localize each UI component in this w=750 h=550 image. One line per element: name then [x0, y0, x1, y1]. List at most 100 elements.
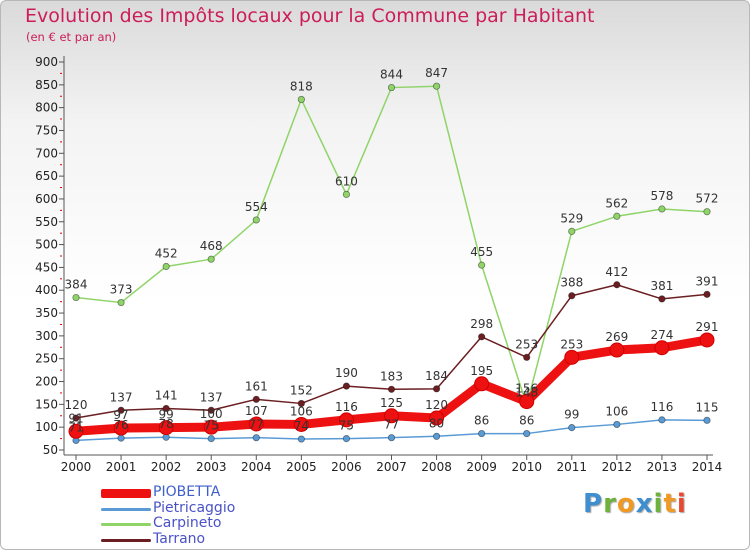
data-point-carpineto — [387, 83, 396, 92]
data-label-pietricaggio: 106 — [605, 404, 628, 418]
data-label-carpineto: 452 — [155, 246, 178, 260]
data-label-pietricaggio: 71 — [68, 420, 83, 434]
x-tick-label: 2003 — [196, 460, 227, 474]
data-point-tarrano — [207, 406, 215, 414]
data-label-tarrano: 184 — [425, 369, 448, 383]
data-point-pietricaggio — [568, 424, 576, 432]
x-tick-label: 2008 — [421, 460, 452, 474]
data-label-piobetta: 156 — [515, 382, 538, 396]
data-label-carpineto: 572 — [696, 192, 719, 206]
logo-letter: r — [603, 489, 617, 519]
y-tick-label: 450 — [35, 260, 58, 274]
data-label-pietricaggio: 75 — [339, 419, 354, 433]
data-label-carpineto: 818 — [290, 79, 313, 93]
legend-swatch — [101, 489, 151, 498]
legend-label: PIOBETTA — [153, 484, 221, 500]
y-tick-label: 600 — [35, 192, 58, 206]
data-point-carpineto — [703, 208, 711, 216]
data-label-pietricaggio: 74 — [294, 419, 309, 433]
data-point-piobetta — [384, 408, 399, 424]
data-label-piobetta: 91 — [68, 411, 83, 425]
y-tick-label: 150 — [35, 397, 58, 411]
data-label-tarrano: 381 — [650, 279, 673, 293]
data-point-tarrano — [342, 382, 351, 390]
legend-label: Tarrano — [153, 530, 206, 547]
x-tick-label: 2010 — [511, 460, 542, 474]
data-label-carpineto: 529 — [560, 211, 583, 225]
data-label-piobetta: 253 — [560, 337, 583, 351]
legend-swatch — [101, 538, 151, 542]
data-point-tarrano — [297, 399, 305, 408]
data-point-carpineto — [658, 205, 666, 213]
data-label-pietricaggio: 77 — [249, 418, 264, 432]
y-tick-label: 800 — [35, 101, 58, 115]
data-point-pietricaggio — [432, 432, 441, 440]
y-tick-label: 750 — [35, 123, 58, 137]
logo-letter: i — [653, 489, 664, 519]
data-point-piobetta — [699, 332, 715, 348]
data-label-tarrano: 137 — [110, 390, 133, 404]
logo-letter: t — [663, 489, 677, 519]
data-label-carpineto: 384 — [65, 278, 88, 292]
data-point-piobetta — [293, 416, 309, 432]
data-point-piobetta — [429, 410, 445, 426]
data-point-piobetta — [338, 412, 354, 428]
data-point-pietricaggio — [523, 429, 531, 438]
y-tick-label: 550 — [35, 215, 58, 229]
x-tick-label: 2006 — [331, 460, 362, 474]
data-point-piobetta — [519, 394, 535, 410]
data-point-piobetta — [158, 420, 174, 436]
data-point-piobetta — [474, 376, 490, 392]
x-tick-label: 2005 — [286, 460, 317, 474]
data-label-pietricaggio: 78 — [159, 417, 174, 431]
logo-letter: x — [635, 489, 654, 519]
data-point-pietricaggio — [117, 434, 125, 442]
data-label-carpineto: 562 — [605, 196, 628, 210]
data-label-carpineto: 455 — [470, 245, 493, 259]
legend-swatch — [101, 523, 151, 526]
y-tick-label: 650 — [35, 169, 58, 183]
data-point-piobetta — [68, 423, 84, 439]
data-label-piobetta: 99 — [159, 408, 174, 422]
chart-subtitle: (en € et par an) — [26, 30, 117, 44]
data-point-pietricaggio — [478, 429, 486, 438]
data-point-carpineto — [297, 95, 305, 104]
data-label-tarrano: 137 — [200, 390, 223, 404]
data-point-tarrano — [117, 406, 125, 414]
data-label-tarrano: 152 — [290, 383, 313, 397]
data-point-piobetta — [248, 416, 264, 432]
data-label-pietricaggio: 75 — [204, 419, 219, 433]
data-point-carpineto — [117, 298, 125, 307]
data-label-pietricaggio: 99 — [564, 408, 579, 422]
data-point-tarrano — [613, 281, 621, 289]
data-labels-layer: 384 373 452 468 554 818 610 844 847 455 148 529 562 5… — [65, 66, 719, 434]
x-tick-label: 2007 — [376, 460, 407, 474]
data-point-piobetta — [654, 340, 670, 356]
data-label-carpineto: 373 — [110, 283, 133, 297]
x-tick-label: 2012 — [602, 460, 633, 474]
data-point-pietricaggio — [613, 420, 621, 429]
y-tick-label: 500 — [35, 238, 58, 252]
data-label-piobetta: 195 — [470, 364, 493, 378]
data-label-piobetta: 274 — [650, 328, 673, 342]
data-point-piobetta — [564, 349, 580, 365]
x-tick-label: 2009 — [466, 460, 497, 474]
y-tick-label: 250 — [35, 352, 58, 366]
y-tick-label: 300 — [35, 329, 58, 343]
data-label-pietricaggio: 115 — [696, 400, 719, 414]
series-layer — [68, 82, 715, 445]
data-label-tarrano: 141 — [155, 388, 178, 402]
data-point-carpineto — [162, 262, 170, 271]
y-tick-label: 100 — [35, 420, 58, 434]
data-point-piobetta — [113, 420, 129, 436]
data-point-carpineto — [568, 227, 576, 235]
data-point-tarrano — [162, 404, 170, 413]
data-label-carpineto: 554 — [245, 200, 268, 214]
data-point-tarrano — [432, 385, 441, 393]
data-label-carpineto: 847 — [425, 66, 448, 80]
x-tick-label: 2002 — [151, 460, 182, 474]
data-label-tarrano: 161 — [245, 379, 268, 393]
legend-label: Carpineto — [153, 515, 222, 531]
logo-letter: o — [616, 489, 636, 519]
